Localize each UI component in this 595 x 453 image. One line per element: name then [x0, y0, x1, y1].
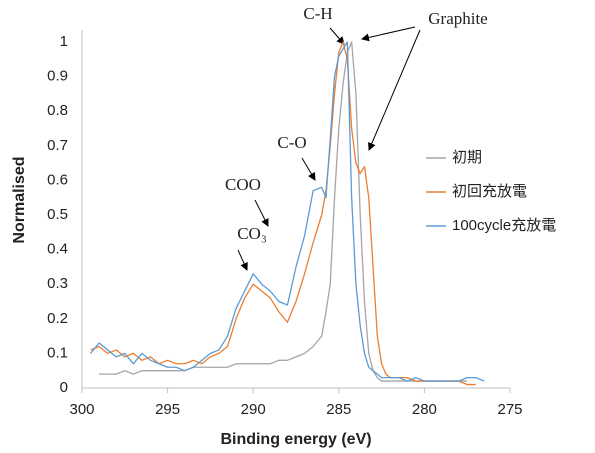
y-tick-label: 0.5	[47, 206, 68, 223]
annotation: CO₃	[237, 224, 267, 243]
arrow	[368, 29, 421, 151]
legend-label: 初期	[452, 149, 482, 166]
annotation: C-O	[277, 133, 306, 152]
series-line	[90, 41, 476, 386]
y-tick-label: 1	[60, 33, 68, 50]
x-tick-label: 275	[497, 401, 522, 418]
y-tick-label: 0.6	[47, 171, 68, 188]
series-line	[99, 41, 468, 382]
x-tick-label: 280	[412, 401, 437, 418]
legend-label: 100cycle充放電	[452, 217, 556, 234]
series-line	[90, 41, 485, 382]
x-tick-label: 295	[155, 401, 180, 418]
x-tick-label: 300	[69, 401, 94, 418]
y-tick-label: 0.9	[47, 68, 68, 85]
arrow	[301, 157, 316, 181]
arrow	[237, 249, 248, 271]
y-tick-label: 0.1	[47, 344, 68, 361]
annotation: Graphite	[428, 9, 487, 28]
arrow	[254, 199, 269, 227]
annotation: C-H	[303, 4, 332, 23]
arrow	[361, 26, 416, 42]
y-tick-label: 0.3	[47, 275, 68, 292]
y-tick-label: 0.8	[47, 102, 68, 119]
y-tick-label: 0	[60, 379, 68, 396]
annotation: COO	[225, 175, 261, 194]
y-tick-label: 0.4	[47, 241, 68, 258]
y-tick-label: 0.2	[47, 310, 68, 327]
arrow	[329, 27, 345, 45]
x-axis-title: Binding energy (eV)	[220, 431, 371, 448]
y-axis-title: Normalised	[11, 156, 28, 243]
y-tick-label: 0.7	[47, 137, 68, 154]
x-tick-label: 290	[241, 401, 266, 418]
legend-label: 初回充放電	[452, 183, 527, 200]
x-tick-label: 285	[326, 401, 351, 418]
